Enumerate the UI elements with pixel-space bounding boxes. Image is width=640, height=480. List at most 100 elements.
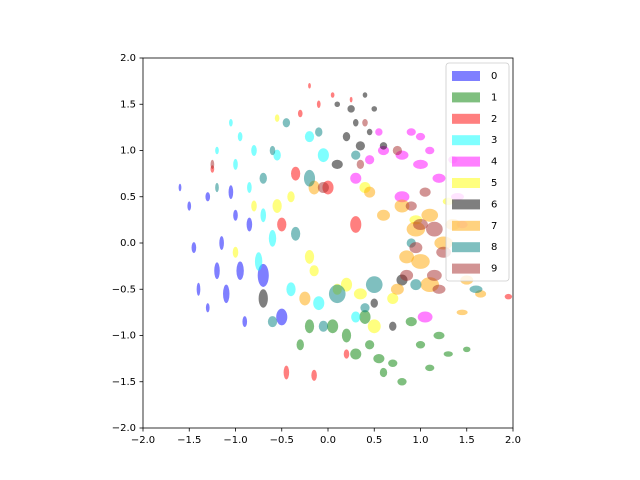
ellipse-point (409, 242, 423, 254)
ellipse-point (178, 183, 182, 192)
ellipse-point (283, 365, 290, 380)
ellipse-point (273, 149, 281, 161)
legend-swatch (452, 263, 480, 274)
ellipse-point (351, 150, 361, 160)
ellipse-point (349, 96, 353, 103)
y-tick-label: 0.0 (120, 238, 136, 249)
ellipse-point (367, 319, 381, 334)
ellipse-point (389, 321, 397, 331)
ellipse-point (327, 319, 339, 334)
ellipse-point (237, 132, 243, 142)
ellipse-point (350, 216, 362, 233)
axes: −2.0 −1.5 −1.0 −0.5 0.0 0.5 1.0 1.5 2.0 −2.0 −1.5 −… (112, 53, 521, 446)
ellipse-point (267, 316, 278, 328)
y-tick-label: −1.0 (112, 331, 136, 342)
legend-label: 6 (491, 199, 497, 210)
ellipse-point (317, 181, 329, 194)
legend: 0 1 2 3 4 5 6 7 8 9 (445, 62, 510, 282)
ellipse-point (469, 285, 483, 293)
ellipse-point (360, 303, 370, 313)
ellipse-point (251, 200, 257, 212)
ellipse-point (379, 142, 388, 150)
ellipse-point (352, 119, 359, 127)
ellipse-point (419, 187, 431, 197)
ellipse-point (463, 346, 471, 353)
ellipse-point (317, 148, 329, 163)
ellipse-point (260, 208, 267, 223)
ellipse-point (415, 132, 426, 141)
legend-label: 7 (491, 221, 497, 232)
ellipse-point (364, 186, 376, 198)
ellipse-point (309, 265, 319, 277)
ellipse-point (353, 288, 367, 300)
ellipse-point (456, 309, 468, 316)
ellipse-point (313, 296, 325, 311)
legend-label: 0 (491, 71, 497, 82)
x-tick-label: −0.5 (270, 435, 294, 446)
legend-swatch (452, 92, 480, 103)
ellipse-point (258, 289, 268, 308)
ellipse-point (410, 279, 422, 291)
ellipse-point (425, 364, 435, 372)
ellipse-point (196, 282, 201, 296)
ellipse-point (247, 181, 252, 194)
ellipse-point (215, 146, 219, 155)
ellipse-point (297, 109, 303, 118)
ellipse-point (350, 348, 362, 360)
ellipse-point (257, 263, 269, 287)
legend-label: 8 (491, 242, 497, 253)
ellipse-point (304, 319, 315, 334)
ellipse-point (251, 144, 257, 157)
ellipse-point (233, 158, 238, 170)
ellipse-point (187, 201, 192, 211)
x-tick-label: 0.5 (366, 435, 382, 446)
ellipse-point (246, 217, 253, 232)
ellipse-point (274, 114, 280, 122)
ellipse-point (399, 250, 415, 264)
ellipse-point (350, 172, 362, 184)
ellipse-point (268, 230, 277, 247)
ellipse-point (334, 101, 341, 108)
ellipse-point (236, 261, 244, 280)
ellipse-point (287, 191, 295, 203)
ellipse-point (433, 331, 445, 340)
ellipse-point (277, 217, 287, 232)
ellipse-point (356, 159, 365, 169)
ellipse-point (291, 166, 301, 181)
legend-swatch (452, 220, 480, 231)
ellipse-point (229, 119, 233, 127)
ellipse-point (405, 317, 417, 327)
ellipse-point (397, 378, 407, 386)
ellipse-point (390, 283, 404, 295)
ellipse-point (375, 128, 383, 136)
legend-label: 5 (491, 178, 497, 189)
ellipse-point (426, 269, 442, 281)
ellipse-point (371, 106, 378, 112)
ellipse-point (223, 284, 230, 304)
y-tick-label: −1.5 (112, 377, 136, 388)
legend-swatch (452, 135, 480, 146)
ellipse-point (303, 169, 316, 187)
ellipse-point (269, 145, 276, 156)
ellipse-point (365, 155, 375, 165)
ellipse-point (421, 208, 439, 222)
ellipse-point (362, 92, 368, 98)
ellipse-point (342, 132, 351, 142)
ellipse-point (318, 320, 328, 332)
ellipse-point (205, 303, 210, 313)
ellipse-point (379, 367, 388, 378)
ellipse-point (299, 291, 311, 306)
ellipse-point (443, 351, 453, 357)
ellipse-point (432, 284, 446, 294)
ellipse-point (282, 118, 291, 128)
ellipse-point (388, 359, 398, 367)
ellipse-point (347, 105, 355, 113)
ellipse-point (394, 199, 410, 213)
ellipse-point (394, 191, 410, 203)
ellipse-point (296, 339, 304, 351)
ellipse-point (373, 354, 385, 364)
x-tick-label: −2.0 (131, 435, 155, 446)
x-tick-label: 0.0 (320, 435, 336, 446)
ellipse-point (214, 262, 220, 280)
